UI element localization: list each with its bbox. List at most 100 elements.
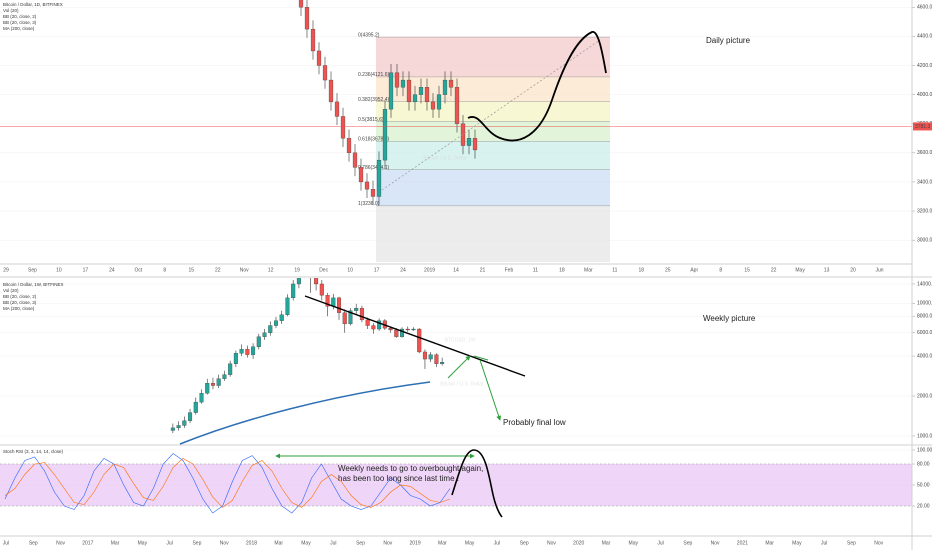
x-tick-label: May xyxy=(465,540,475,546)
candle-body xyxy=(228,363,233,375)
chart-title: Stoch RSI (3, 3, 14, 14, close) xyxy=(3,449,64,454)
x-tick-label: Sep xyxy=(29,540,38,546)
x-tick-label: May xyxy=(795,267,805,273)
y-tick-label: 8000.0 xyxy=(917,314,932,320)
x-tick-label: 15 xyxy=(189,267,195,273)
candle-body xyxy=(205,383,210,394)
x-tick-label: Jul xyxy=(657,540,663,546)
candle-body xyxy=(342,312,347,325)
candle-body xyxy=(417,328,422,353)
x-tick-label: 12 xyxy=(268,267,274,273)
indicator-legend: MA (200, close) xyxy=(3,26,35,31)
y-tick-label: 3400.0 xyxy=(917,179,932,185)
x-tick-label: Mar xyxy=(438,540,447,546)
candle-body xyxy=(296,278,301,285)
fib-zone xyxy=(376,205,610,262)
x-tick-label: Nov xyxy=(240,267,249,273)
candle-body xyxy=(448,79,454,88)
fib-zone xyxy=(376,169,610,206)
x-tick-label: 22 xyxy=(215,267,221,273)
candle-body xyxy=(460,123,466,146)
x-tick-label: May xyxy=(629,540,639,546)
candle-body xyxy=(412,94,418,103)
fib-zone xyxy=(376,76,610,102)
candle-body xyxy=(405,328,410,331)
weekly-trendline xyxy=(304,295,526,377)
x-tick-label: 20 xyxy=(850,267,856,273)
candle-body xyxy=(359,307,364,321)
x-tick-label: Jul xyxy=(494,540,500,546)
x-tick-label: Mar xyxy=(584,267,593,273)
x-tick-label: 18 xyxy=(559,267,565,273)
green-arrow xyxy=(447,355,471,379)
candle-body xyxy=(210,383,215,386)
candle-body xyxy=(331,297,336,307)
candle-body xyxy=(364,181,370,190)
indicator-legend: MA (200, close) xyxy=(3,306,35,311)
candle-body xyxy=(440,362,445,364)
x-tick-label: Nov xyxy=(56,540,65,546)
x-tick-label: Mar xyxy=(111,540,120,546)
annotation: Daily picture xyxy=(706,36,751,45)
stoch-projection-curve xyxy=(451,449,503,518)
fib-label: 0(4395.2) xyxy=(358,32,380,38)
green-arrow xyxy=(473,355,489,361)
y-tick-label: 14000.0 xyxy=(917,281,932,287)
y-tick-label: 4200.0 xyxy=(917,63,932,69)
y-tick-label: 50.00 xyxy=(917,482,930,488)
candle-body xyxy=(424,87,430,103)
panel xyxy=(0,449,912,514)
fib-label: 0.382(3952.4) xyxy=(358,97,389,103)
x-tick-label: 10 xyxy=(56,267,62,273)
x-tick-label: Feb xyxy=(505,267,514,273)
x-tick-label: 22 xyxy=(771,267,777,273)
candle-body xyxy=(422,351,427,360)
candle-body xyxy=(233,353,238,364)
candle-body xyxy=(354,307,359,311)
candle-body xyxy=(310,28,316,52)
fib-label: 0.786(3484.1) xyxy=(358,165,389,171)
x-tick-label: Jul xyxy=(3,540,9,546)
y-tick-label: 6000.0 xyxy=(917,330,932,336)
x-tick-label: Oct xyxy=(134,267,142,273)
x-tick-label: 17 xyxy=(83,267,89,273)
y-tick-label: 4000.0 xyxy=(917,92,932,98)
last-price-label: 3781.3 xyxy=(915,124,931,130)
candle-body xyxy=(442,79,448,95)
y-tick-label: 2000.0 xyxy=(917,393,932,399)
last-price-box xyxy=(913,122,932,131)
x-tick-label: 17 xyxy=(374,267,380,273)
x-tick-label: Sep xyxy=(192,540,201,546)
fib-zone xyxy=(376,37,610,77)
indicator-legend: Vol (20) xyxy=(3,288,19,293)
x-tick-label: Nov xyxy=(547,540,556,546)
candle-body xyxy=(400,328,405,337)
candle-body xyxy=(371,325,376,330)
x-tick-label: Jul xyxy=(166,540,172,546)
y-tick-label: 10000.0 xyxy=(917,301,932,307)
candle-body xyxy=(298,0,304,8)
overbought-oversold-band xyxy=(0,464,912,506)
x-tick-label: Nov xyxy=(383,540,392,546)
x-tick-label: Mar xyxy=(274,540,283,546)
candle-body xyxy=(348,310,353,325)
candle-body xyxy=(216,378,221,386)
y-tick-label: 1000.0 xyxy=(917,433,932,439)
chart-title: Bitcoin / Dollar, 1D, BITFINEX xyxy=(3,2,63,7)
candle-body xyxy=(199,393,204,403)
candle-body xyxy=(358,167,364,183)
x-tick-label: 14 xyxy=(453,267,459,273)
candle-body xyxy=(262,332,267,337)
candle-body xyxy=(436,94,442,110)
candle-body xyxy=(377,320,382,330)
indicator-legend: BB (20, close, 2) xyxy=(3,14,37,19)
fib-label: 0.5(3815.6) xyxy=(358,117,384,123)
candle-body xyxy=(346,138,352,153)
candle-body xyxy=(314,278,319,285)
candle-body xyxy=(340,116,346,139)
x-tick-label: May xyxy=(138,540,148,546)
x-tick-label: 25 xyxy=(665,267,671,273)
candle-body xyxy=(279,314,284,321)
y-tick-label: 4000.0 xyxy=(917,353,932,359)
candle-body xyxy=(454,87,460,124)
